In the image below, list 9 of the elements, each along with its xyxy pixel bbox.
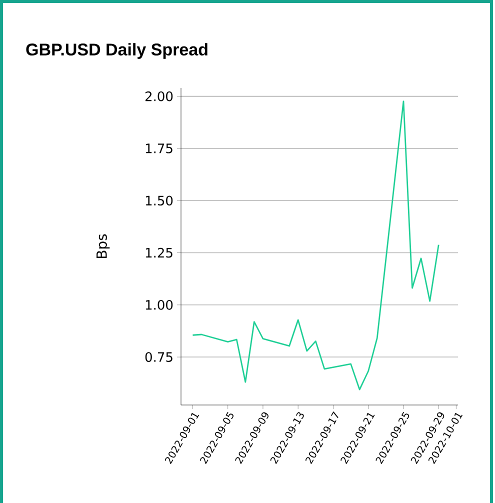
y-tick-label: 1.50 [146, 196, 173, 206]
y-axis-title: Bps [96, 234, 110, 258]
y-tick-label: 1.00 [146, 300, 173, 310]
line-series [192, 100, 440, 390]
y-tick-label: 1.75 [146, 144, 172, 154]
y-tick-label: 1.25 [146, 248, 172, 258]
y-tick-label: 2.00 [145, 91, 173, 102]
y-tick-label: 0.75 [145, 352, 172, 362]
chart-title: GBP.USD Daily Spread [26, 43, 208, 59]
